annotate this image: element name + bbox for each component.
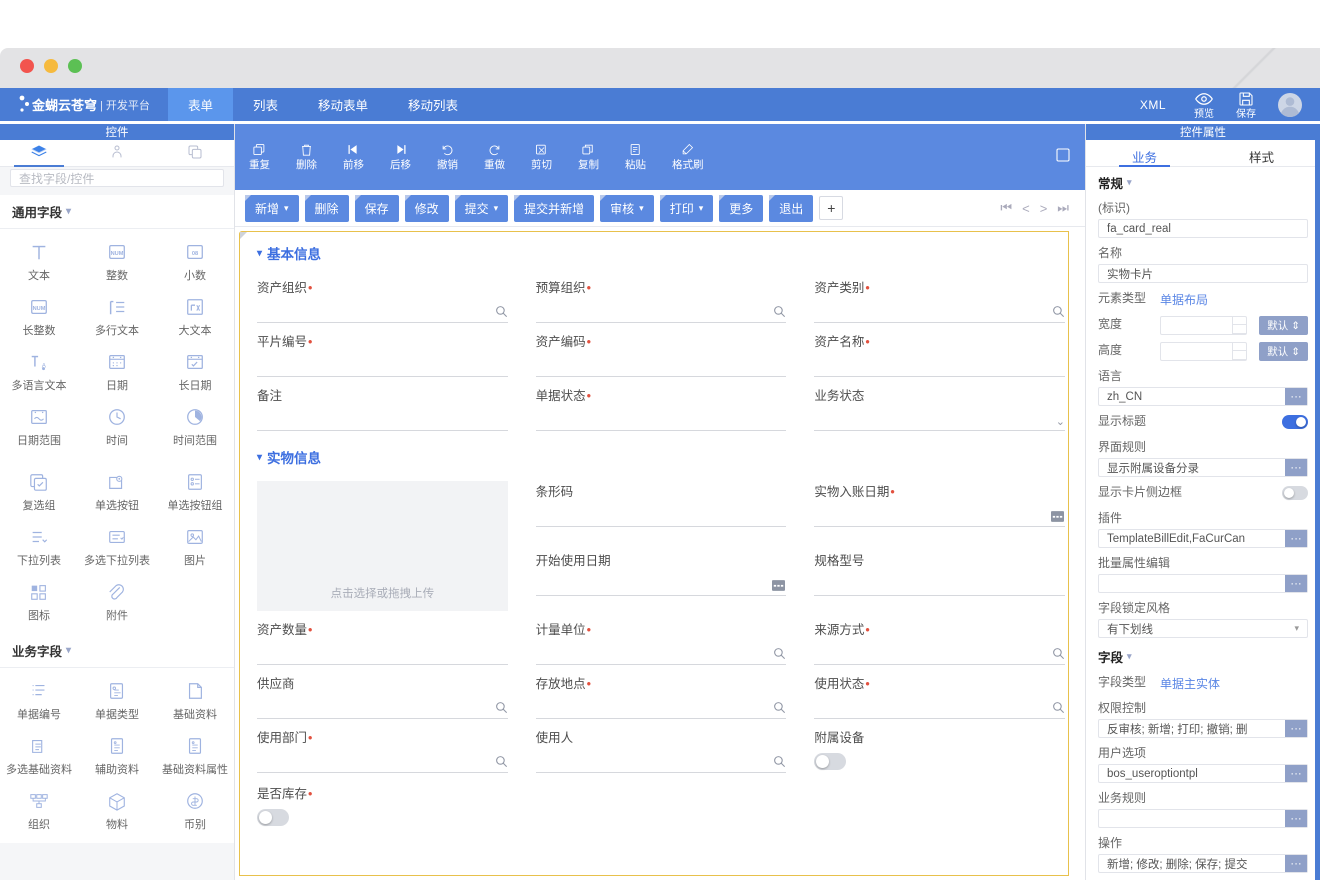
svg-text:NUM: NUM — [111, 251, 124, 257]
svg-text:NUM: NUM — [33, 306, 46, 312]
svg-text:08: 08 — [192, 251, 198, 257]
